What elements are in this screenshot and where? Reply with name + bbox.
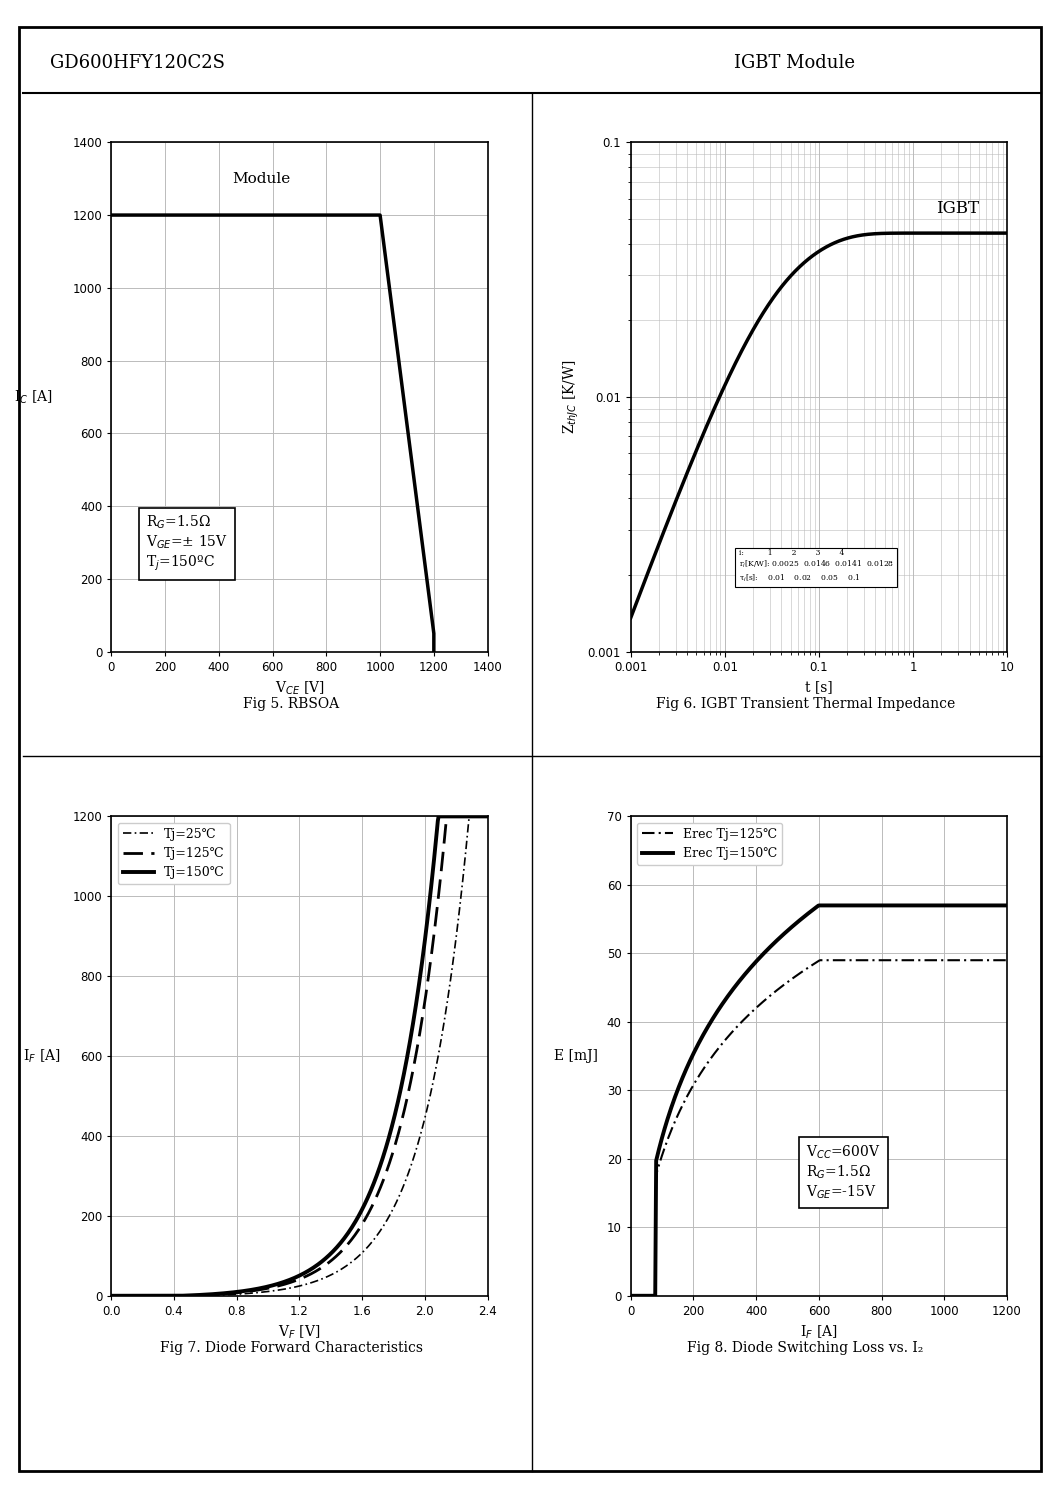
X-axis label: V$_F$ [V]: V$_F$ [V] — [279, 1323, 320, 1341]
Y-axis label: E [mJ]: E [mJ] — [554, 1049, 598, 1064]
Legend: Tj=25℃, Tj=125℃, Tj=150℃: Tj=25℃, Tj=125℃, Tj=150℃ — [118, 822, 230, 884]
Legend: Erec Tj=125℃, Erec Tj=150℃: Erec Tj=125℃, Erec Tj=150℃ — [637, 822, 782, 864]
Text: Fig 8. Diode Switching Loss vs. I₂: Fig 8. Diode Switching Loss vs. I₂ — [688, 1341, 923, 1356]
Text: IGBT Module: IGBT Module — [735, 54, 855, 72]
Text: Module: Module — [233, 172, 290, 186]
Y-axis label: I$_F$ [A]: I$_F$ [A] — [23, 1047, 60, 1065]
X-axis label: t [s]: t [s] — [805, 680, 833, 694]
Text: R$_G$=1.5Ω
V$_{GE}$=± 15V
T$_j$=150ºC: R$_G$=1.5Ω V$_{GE}$=± 15V T$_j$=150ºC — [146, 514, 228, 572]
Text: Fig 5. RBSOA: Fig 5. RBSOA — [244, 697, 339, 712]
Y-axis label: Z$_{thJC}$ [K/W]: Z$_{thJC}$ [K/W] — [562, 360, 581, 434]
Text: V$_{CC}$=600V
R$_G$=1.5Ω
V$_{GE}$=-15V: V$_{CC}$=600V R$_G$=1.5Ω V$_{GE}$=-15V — [807, 1144, 881, 1201]
Text: IGBT: IGBT — [936, 199, 979, 217]
X-axis label: V$_{CE}$ [V]: V$_{CE}$ [V] — [275, 679, 324, 697]
Y-axis label: I$_C$ [A]: I$_C$ [A] — [14, 388, 53, 406]
Text: i:          1        2        3        4
r$_i$[K/W]: 0.0025  0.0146  0.0141  0.0: i: 1 2 3 4 r$_i$[K/W]: 0.0025 0.0146 0.0… — [739, 550, 894, 584]
X-axis label: I$_F$ [A]: I$_F$ [A] — [800, 1323, 837, 1341]
Text: Fig 6. IGBT Transient Thermal Impedance: Fig 6. IGBT Transient Thermal Impedance — [656, 697, 955, 712]
Text: GD600HFY120C2S: GD600HFY120C2S — [50, 54, 226, 72]
Text: Fig 7. Diode Forward Characteristics: Fig 7. Diode Forward Characteristics — [160, 1341, 423, 1356]
